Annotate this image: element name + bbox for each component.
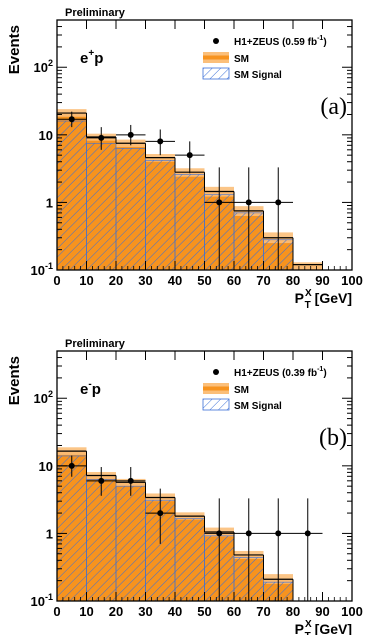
y-tick-label: 102 <box>34 389 53 406</box>
data-point <box>98 477 105 484</box>
legend-signal-label: SM Signal <box>234 401 282 412</box>
y-axis-label: Events <box>6 356 23 405</box>
legend-signal-swatch <box>202 398 230 411</box>
x-tick-label: 70 <box>256 273 270 288</box>
x-tick-label: 90 <box>315 604 329 619</box>
process-label: e-p <box>80 379 101 398</box>
data-point <box>275 199 282 206</box>
data-point <box>245 530 252 537</box>
signal-bar <box>86 142 117 271</box>
x-tick-label: 30 <box>138 604 152 619</box>
signal-bar <box>174 174 205 271</box>
signal-bar <box>115 148 146 271</box>
data-point <box>127 477 134 484</box>
y-tick-label: 1 <box>46 195 53 210</box>
x-tick-label: 50 <box>197 273 211 288</box>
x-tick-label: 70 <box>256 604 270 619</box>
signal-bar <box>56 455 87 602</box>
x-tick-label: 100 <box>341 273 363 288</box>
x-tick-label: 60 <box>227 273 241 288</box>
x-tick-label: 10 <box>79 604 93 619</box>
data-point <box>275 530 282 537</box>
y-tick-label: 1 <box>46 526 53 541</box>
x-tick-label: 50 <box>197 604 211 619</box>
data-point <box>157 510 164 517</box>
y-tick-label: 10 <box>39 459 53 474</box>
legend-data-marker <box>213 369 219 375</box>
data-point <box>186 152 193 159</box>
x-tick-label: 40 <box>168 273 182 288</box>
legend-sm-label: SM <box>234 385 249 396</box>
x-tick-label: 0 <box>53 604 60 619</box>
legend-sm-label: SM <box>234 54 249 65</box>
x-tick-label: 80 <box>286 273 300 288</box>
signal-bar <box>145 159 176 271</box>
data-point <box>68 116 75 123</box>
x-tick-label: 90 <box>315 273 329 288</box>
x-tick-label: 0 <box>53 273 60 288</box>
x-tick-label: 40 <box>168 604 182 619</box>
signal-bar <box>86 479 117 602</box>
data-point <box>157 138 164 145</box>
legend-data-label: H1+ZEUS (0.59 fb-1) <box>234 35 327 48</box>
x-tick-label: 20 <box>109 604 123 619</box>
panel-label: (b) <box>319 425 347 451</box>
status-label: Preliminary <box>65 7 126 19</box>
legend-signal-swatch <box>202 67 230 80</box>
signal-bar <box>115 485 146 602</box>
legend-signal-label: SM Signal <box>234 70 282 81</box>
data-point <box>216 199 223 206</box>
x-tick-label: 10 <box>79 273 93 288</box>
chart-panel-b: 0 10 20 30 40 50 60 70 80 90 100 10-1 1 10 102 Events PX… <box>6 338 363 635</box>
y-tick-label: 10-1 <box>31 261 53 278</box>
legend-data-marker <box>213 38 219 44</box>
x-axis-label: PXT [GeV] <box>295 619 352 635</box>
legend-data-label: H1+ZEUS (0.39 fb-1) <box>234 366 327 379</box>
y-tick-label: 102 <box>34 58 53 75</box>
chart-panel-a: 0 10 20 30 40 50 60 70 80 90 100 10-1 1 10 102 Events PX… <box>6 7 363 311</box>
x-tick-label: 100 <box>341 604 363 619</box>
data-point <box>304 530 311 537</box>
data-point <box>127 131 134 138</box>
y-tick-label: 10-1 <box>31 592 53 609</box>
signal-bar <box>174 518 205 602</box>
x-tick-label: 60 <box>227 604 241 619</box>
process-label: e+p <box>80 48 103 67</box>
sm-uncertainty-band <box>293 262 323 270</box>
panel-label: (a) <box>320 94 347 120</box>
data-point <box>245 199 252 206</box>
data-point <box>216 530 223 537</box>
x-tick-label: 30 <box>138 273 152 288</box>
status-label: Preliminary <box>65 338 126 350</box>
y-axis-label: Events <box>6 25 23 74</box>
data-point <box>68 462 75 469</box>
signal-bar <box>56 120 87 271</box>
x-tick-label: 20 <box>109 273 123 288</box>
data-point <box>98 134 105 141</box>
y-tick-label: 10 <box>39 128 53 143</box>
x-tick-label: 80 <box>286 604 300 619</box>
